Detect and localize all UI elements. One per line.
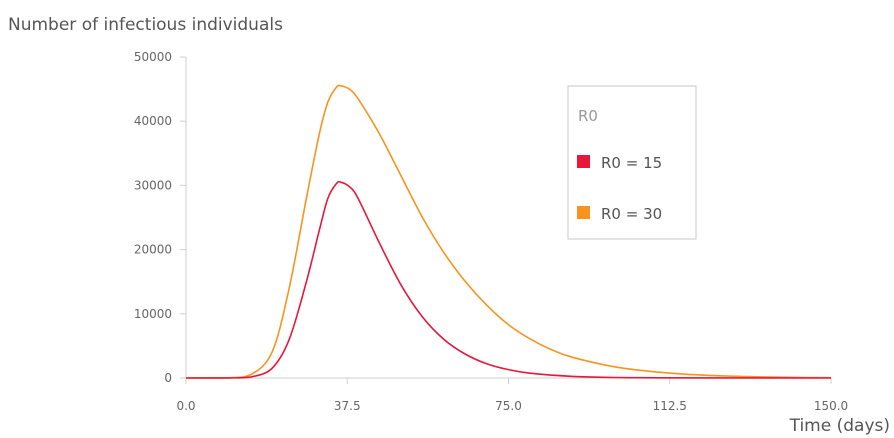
- y-tick-label: 20000: [134, 243, 172, 257]
- legend-label-r0-15: R0 = 15: [601, 154, 662, 172]
- x-tick-label: 112.5: [653, 399, 687, 413]
- x-tick-label: 37.5: [334, 399, 361, 413]
- y-tick-label: 50000: [134, 50, 172, 64]
- y-axis-title: Number of infectious individuals: [8, 15, 283, 35]
- y-tick-label: 30000: [134, 178, 172, 192]
- legend-title: R0: [578, 107, 598, 125]
- series-layer: [185, 84, 832, 379]
- y-tick-label: 10000: [134, 307, 172, 321]
- y-tick-label: 0: [164, 371, 172, 385]
- series-line-r0-30: [185, 84, 832, 379]
- series-line-r0-15: [185, 180, 832, 379]
- legend: R0 R0 = 15 R0 = 30: [567, 85, 697, 240]
- x-axis-title: Time (days): [789, 416, 890, 436]
- legend-swatch-r0-15: [577, 155, 590, 168]
- legend-swatch-r0-30: [577, 206, 590, 219]
- x-tick-label: 0.0: [176, 399, 195, 413]
- x-tick-label: 75.0: [495, 399, 522, 413]
- legend-label-r0-30: R0 = 30: [601, 205, 662, 223]
- y-tick-label: 40000: [134, 114, 172, 128]
- x-tick-label: 150.0: [814, 399, 848, 413]
- ticks-layer: 0 10000 20000 30000 40000 50000 0.0 37.5 75.0 112…: [134, 50, 848, 413]
